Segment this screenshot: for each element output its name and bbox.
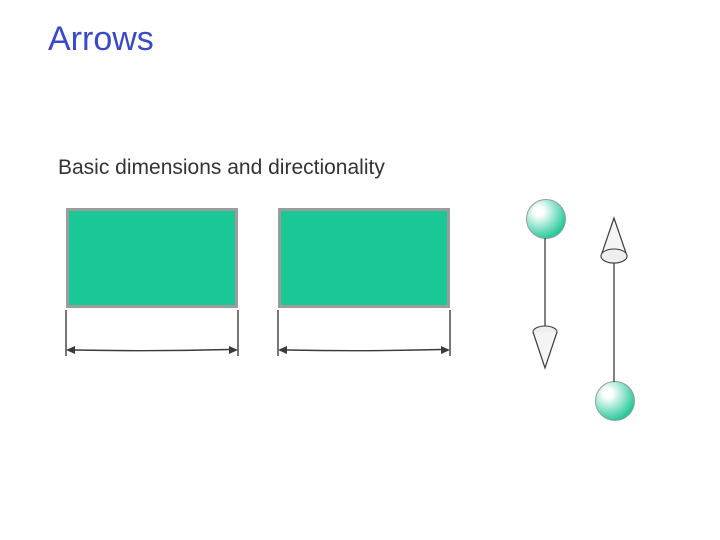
- vertical-arrow-down-icon: [533, 238, 557, 368]
- slide: Arrows Basic dimensions and directionali…: [0, 0, 720, 540]
- dimension-arrow-left: [66, 310, 238, 356]
- dimension-arrow-right: [278, 310, 450, 356]
- diagram-svg: [0, 0, 720, 540]
- vertical-arrow-up-icon: [601, 218, 627, 382]
